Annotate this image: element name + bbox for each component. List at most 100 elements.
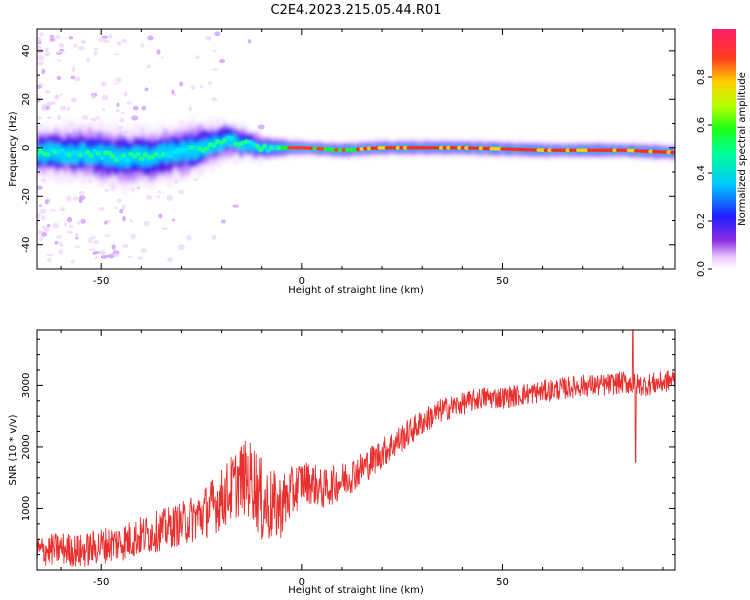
spectrogram-speckle [94, 256, 98, 260]
spectrogram-speckle [116, 109, 120, 113]
snr-x-tick-label: 50 [496, 577, 509, 588]
spectrogram-core-cell [608, 148, 614, 153]
spectrogram-speckle [59, 241, 64, 248]
spectrogram-speckle [219, 59, 225, 64]
spectrogram-speckle [98, 207, 105, 211]
spectrogram-speckle [49, 34, 55, 38]
spectrogram-core-cell [121, 153, 127, 158]
spectrogram-speckle [46, 116, 52, 120]
spectrogram-speckle [75, 236, 79, 240]
spectrogram-core [37, 135, 675, 163]
spectrogram-core-cell [153, 151, 159, 157]
spectrogram-speckle [120, 38, 128, 43]
spectrogram-speckle [78, 191, 85, 195]
spectrogram-speckle [140, 248, 147, 253]
spectrogram-speckle [100, 81, 107, 87]
spectrogram-speckle [116, 198, 123, 203]
spectrogram-speckle [86, 57, 90, 63]
spectrogram-core-cell [139, 156, 145, 162]
spectrogram-x-label: Height of straight line (km) [288, 285, 424, 296]
spectrogram-speckle [114, 206, 118, 210]
spectrogram-speckle [103, 39, 110, 43]
spectrogram-core-cell [182, 148, 188, 154]
spectrogram-speckle [37, 229, 43, 235]
spectrogram-speckle [211, 97, 218, 101]
spectrogram-speckle [57, 59, 62, 62]
spectrogram-speckle [73, 43, 78, 48]
spectrogram-speckle [119, 117, 125, 123]
spectrogram-speckle [171, 218, 175, 222]
colorbar-gradient [712, 29, 736, 269]
spectrogram-speckle [45, 89, 51, 94]
spectrogram-core-cell [402, 145, 408, 150]
spectrogram-speckle [116, 41, 122, 46]
spectrogram-speckle [37, 60, 44, 66]
spectrogram-speckle [37, 116, 43, 120]
spectrogram-speckle [55, 235, 63, 239]
spectrogram-speckle [59, 105, 67, 111]
spectrogram-speckle [56, 51, 61, 54]
spectrogram-core-cell [543, 148, 549, 153]
spectrogram-speckle [59, 93, 63, 96]
spectrogram-speckle [214, 31, 221, 37]
spectrogram-core-cell [413, 145, 419, 150]
spectrogram-speckle [51, 101, 56, 105]
spectrogram-core-cell [84, 149, 91, 155]
spectrogram-speckle [52, 222, 59, 229]
spectrogram-speckle [96, 115, 100, 120]
spectrogram-core-cell [550, 148, 557, 153]
spectrogram-core-cell [95, 151, 101, 156]
snr-x-tick-label: -50 [93, 577, 109, 588]
spectrogram-core-cell [420, 145, 427, 150]
spectrogram-core-cell [211, 142, 217, 148]
spectrogram-core-cell [547, 148, 553, 153]
spectrogram-speckle [46, 253, 54, 257]
spectrogram-speckle [123, 91, 128, 97]
spectrogram-core-cell [149, 154, 156, 160]
spectrogram-speckle [137, 256, 143, 261]
spectrogram-speckle [131, 115, 139, 121]
spectrogram-speckle [115, 77, 122, 83]
spectrogram-speckle [80, 40, 87, 44]
spectrogram-speckle [207, 81, 212, 85]
spectrogram-speckle [212, 49, 217, 53]
spectrogram-speckle [88, 237, 93, 244]
spectrogram-speckle [70, 97, 77, 103]
spectrogram-core-cell [222, 137, 228, 143]
spectrogram-core-cell [287, 145, 293, 150]
spectrogram-core-cell [388, 145, 394, 150]
snr-x-label: Height of straight line (km) [288, 585, 424, 596]
spectrogram-core-cell [453, 145, 459, 150]
spectrogram-core-cell [576, 148, 582, 153]
spectrogram-speckle [37, 213, 42, 217]
spectrogram-speckle [178, 189, 185, 195]
spectrogram-speckle [70, 75, 76, 80]
spectrogram-core-cell [431, 145, 437, 150]
spectrogram-speckle [166, 194, 173, 201]
spectrogram-speckle [126, 101, 132, 105]
spectrogram-speckle [58, 42, 65, 48]
spectrogram-core-cell [417, 145, 423, 150]
spectrogram-speckle [37, 55, 45, 61]
spectrogram-core-cell [391, 145, 398, 150]
spectrogram-speckle [195, 55, 200, 60]
spectrogram-speckle [74, 76, 81, 82]
spectrogram-core-cell [81, 152, 87, 158]
spectrogram-core-cell [597, 148, 603, 153]
spectrogram-speckle [46, 223, 51, 228]
spectrogram-speckle [91, 94, 96, 100]
spectrogram-core-cell [554, 148, 560, 153]
spectrogram-y-tick-label: 40 [21, 44, 32, 57]
spectrogram-speckle [179, 81, 184, 87]
spectrogram-speckle [129, 219, 133, 223]
spectrogram-speckle [144, 87, 149, 92]
spectrogram-speckle [193, 178, 199, 181]
spectrogram-x-tick-label: 0 [299, 276, 305, 287]
spectrogram-core-cell [290, 145, 297, 150]
spectrogram-speckle [167, 257, 173, 262]
spectrogram-core-cell [395, 145, 401, 150]
colorbar-tick-label: 0.0 [696, 261, 707, 277]
spectrogram-speckle [89, 248, 96, 251]
spectrogram-core-cell [135, 151, 141, 157]
